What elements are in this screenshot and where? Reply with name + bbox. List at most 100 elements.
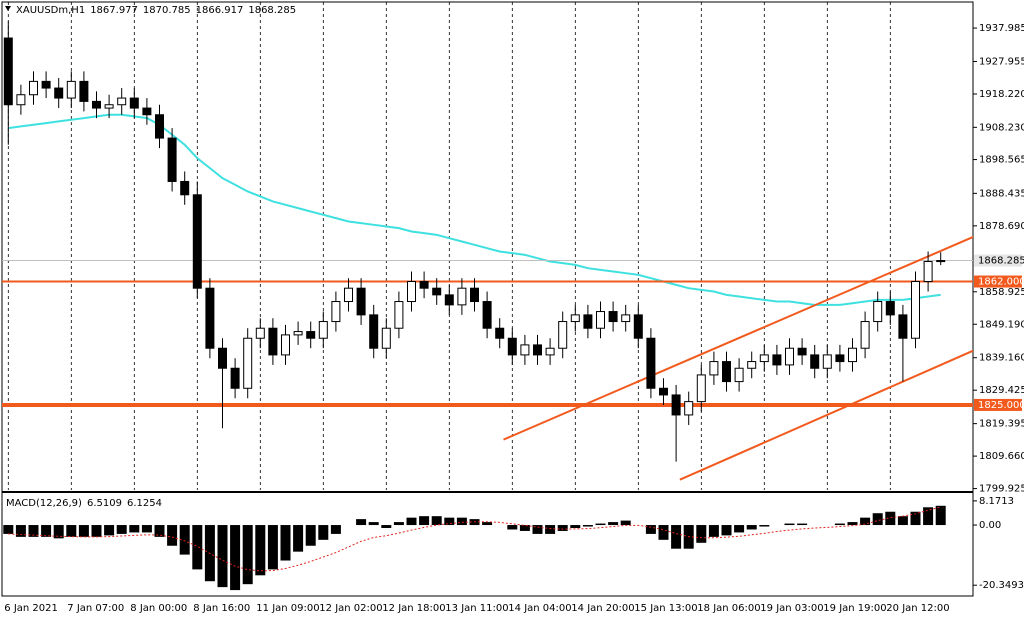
macd-bar (645, 525, 656, 534)
macd-bar (482, 522, 493, 526)
macd-bar (267, 525, 278, 570)
macd-bar (116, 525, 127, 534)
candle-body (558, 321, 568, 349)
macd-value: 6.1254 (127, 498, 162, 509)
y-tick-label: 1858.925 (979, 287, 1024, 298)
header-ohlc: 1868.285 (248, 5, 296, 16)
x-tick-label: 20 Jan 12:00 (886, 603, 949, 614)
macd-bar (91, 525, 102, 537)
candle-body (192, 194, 202, 289)
candle-body (117, 97, 127, 106)
candle-body (142, 107, 152, 116)
moving-average (8, 113, 941, 306)
macd-bar (734, 525, 745, 533)
candle-body (911, 281, 920, 339)
candle-body (255, 327, 265, 339)
candle-body (356, 287, 366, 316)
candle-body (608, 311, 618, 323)
level-label-box (974, 275, 1022, 288)
x-tick-label: 18 Jan 06:00 (697, 603, 760, 614)
candle-body (520, 344, 530, 356)
macd-bar (847, 522, 858, 526)
candle-body (318, 321, 328, 339)
macd-bar (557, 525, 568, 531)
y-tick-label: 1809.660 (979, 451, 1024, 462)
symbol: XAUUSDm,H1 (16, 5, 85, 16)
candle-body (293, 331, 303, 336)
candle-body (822, 354, 832, 369)
x-tick-label: 6 Jan 2021 (4, 603, 58, 614)
candle-body (344, 287, 353, 303)
macd-bar (860, 517, 871, 526)
macd-bar (141, 525, 152, 533)
candle-body (16, 94, 26, 106)
candle-body (797, 347, 807, 356)
macd-bar (293, 525, 304, 552)
y-tick-label: 1819.395 (979, 419, 1024, 430)
macd-bar (721, 525, 732, 536)
candle-body (734, 367, 744, 383)
candle-body (684, 401, 694, 416)
candle-body (205, 287, 215, 349)
candle-body (835, 354, 845, 363)
candle-body (709, 361, 719, 376)
candle-body (470, 287, 479, 303)
macd-bar (154, 525, 165, 537)
candle-body (722, 361, 731, 383)
macd-bar (582, 525, 593, 527)
y-tick-label: 1898.565 (979, 155, 1024, 166)
level-label: 1825.000 (978, 400, 1024, 411)
candle-body (394, 301, 404, 329)
candle-body (696, 374, 706, 403)
candle-body (104, 104, 114, 109)
candle-body (810, 354, 820, 369)
candle-body (570, 314, 580, 323)
macd-bar (179, 525, 190, 555)
macd-bar (570, 525, 581, 528)
x-tick-label: 14 Jan 04:00 (508, 603, 571, 614)
candle-body (306, 331, 316, 339)
macd-bar (104, 525, 115, 536)
candle-body (545, 347, 555, 356)
candle-body (772, 354, 782, 366)
macd-bar (658, 525, 669, 540)
macd-bar (368, 522, 379, 526)
macd-bar (671, 525, 682, 549)
current-price-label: 1868.285 (978, 256, 1024, 267)
x-tick-label: 15 Jan 13:00 (634, 603, 697, 614)
y-tick-label: 1888.435 (979, 188, 1024, 199)
header-ohlc: 1866.917 (196, 5, 244, 16)
y-tick-label: 8.1713 (979, 496, 1014, 507)
y-tick-label: 1918.220 (979, 89, 1024, 100)
macd-bar (696, 525, 707, 543)
x-tick-label: 8 Jan 00:00 (130, 603, 187, 614)
candle-body (747, 361, 757, 369)
macd-bar (885, 511, 896, 526)
macd-bar (746, 525, 757, 530)
labels: 1937.985 1927.955 1918.220 1908.230 1898.565… (4, 5, 1024, 614)
candle-body (3, 37, 13, 106)
macd-bar (456, 517, 467, 526)
macd-title: MACD(12,26,9) (6, 498, 82, 509)
macd-bar (78, 525, 89, 537)
candle-body (633, 314, 643, 339)
candle-body (923, 261, 933, 283)
x-tick-label: 13 Jan 11:00 (445, 603, 508, 614)
level-label: 1862.000 (978, 277, 1024, 288)
y-tick-label: 1927.955 (979, 57, 1024, 68)
macd-bar (910, 511, 921, 526)
macd-bar (608, 522, 619, 526)
candle-body (646, 337, 656, 389)
candle-body (331, 301, 341, 323)
macd-bar (419, 516, 430, 526)
candle-body (482, 301, 492, 329)
macd-bar (318, 525, 329, 540)
current-price-box (974, 254, 1022, 267)
macd-bar (393, 522, 404, 526)
macd-bar (834, 523, 845, 526)
candle-body (29, 80, 38, 96)
candle-body (457, 287, 467, 306)
candle-body (407, 281, 416, 303)
candle-body (507, 337, 517, 356)
candle-body (860, 321, 870, 349)
